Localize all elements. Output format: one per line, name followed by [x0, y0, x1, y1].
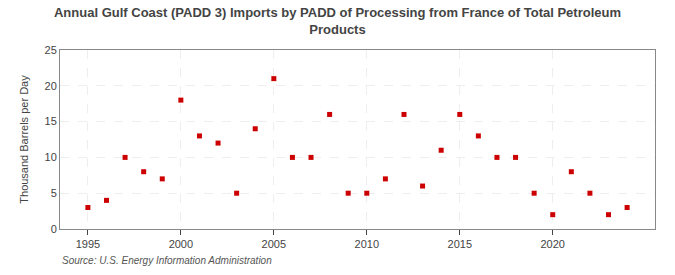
svg-text:0: 0: [51, 223, 57, 235]
svg-text:Source: U.S. Energy Informatio: Source: U.S. Energy Information Administ…: [62, 255, 272, 266]
svg-text:15: 15: [45, 115, 57, 127]
svg-text:Annual Gulf Coast (PADD 3) Imp: Annual Gulf Coast (PADD 3) Imports by PA…: [54, 5, 621, 37]
svg-text:10: 10: [45, 151, 57, 163]
svg-text:2000: 2000: [169, 238, 193, 250]
svg-text:25: 25: [45, 44, 57, 56]
svg-text:2015: 2015: [448, 238, 472, 250]
svg-text:1995: 1995: [76, 238, 100, 250]
svg-text:2020: 2020: [540, 238, 564, 250]
svg-text:2010: 2010: [355, 238, 379, 250]
svg-text:Thousand Barrels per Day: Thousand Barrels per Day: [18, 75, 30, 204]
svg-text:20: 20: [45, 80, 57, 92]
svg-text:5: 5: [51, 187, 57, 199]
svg-text:2005: 2005: [262, 238, 286, 250]
